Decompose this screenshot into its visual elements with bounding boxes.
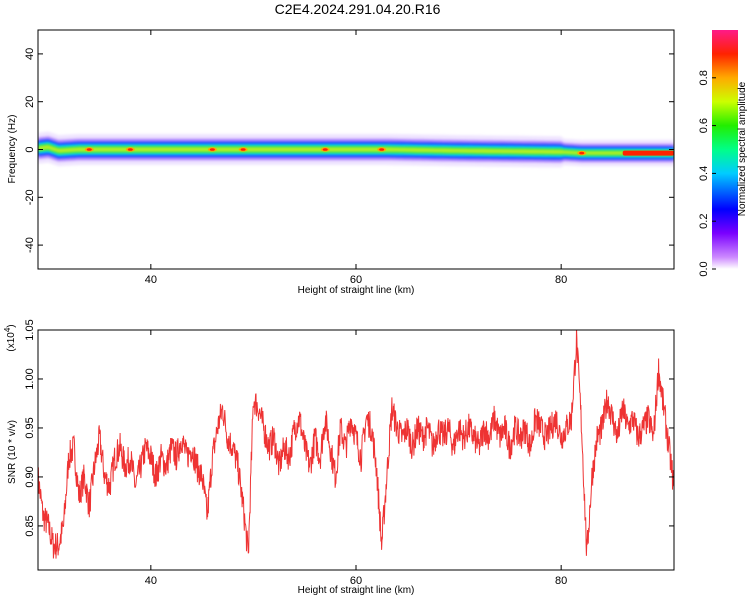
bottom-x-tick-label: 40 [145,575,157,587]
spectrogram-peak [379,148,385,151]
svg-text:(x104): (x104) [3,324,17,351]
spectrogram-tail [622,150,674,156]
y-scale-note: (x104) [3,324,17,351]
colorbar-label: Normalized spectral amplitude [737,81,748,216]
spectrogram-peak [322,148,328,151]
top-x-tick-label: 60 [350,274,362,286]
top-y-tick-label: -40 [24,237,36,253]
chart-title: C2E4.2024.291.04.20.R16 [274,1,441,17]
top-y-tick-label: 40 [24,48,36,60]
bottom-x-axis-label: Height of straight line (km) [298,585,415,596]
top-x-axis-label: Height of straight line (km) [298,285,415,296]
top-y-axis-label: Frequency (Hz) [7,115,18,184]
y-scale-note-base: (x10 [6,332,17,352]
colorbar: 0.0 0.2 0.4 0.6 0.8 Normalized spectral ampl… [698,30,748,277]
colorbar-gradient [712,30,738,269]
spectrogram-peak [86,148,92,151]
y-scale-note-exp: 4 [3,327,12,332]
spectrogram-peak [240,148,246,151]
bottom-y-axis-label: SNR (10 * v/v) [7,420,18,484]
spectrogram-peak [127,148,133,151]
bottom-x-tick-label: 80 [555,575,567,587]
spectrogram-band-5 [38,145,674,155]
snr-panel: 40 60 80 0.85 0.90 0.95 1.00 1.05 Height of str… [3,319,675,596]
spectrogram-peak [579,151,585,155]
bottom-y-tick-label: 1.00 [24,368,36,389]
bottom-x-tick-label: 60 [350,575,362,587]
top-x-tick-label: 80 [555,274,567,286]
snr-series-line [38,330,674,559]
colorbar-tick-label: 0.4 [698,166,710,181]
top-y-tick-label: 20 [24,96,36,108]
colorbar-tick-label: 0.2 [698,214,710,229]
top-y-tick-label: 0 [24,146,36,152]
spectrogram-peak [209,148,215,151]
bottom-y-tick-label: 0.90 [24,466,36,487]
bottom-y-tick-label: 1.05 [24,319,36,340]
colorbar-tick-label: 0.0 [698,261,710,276]
spectrogram-panel: 40 60 80 40 20 0 -20 -40 Height of straight lin… [7,29,675,296]
top-x-tick-label: 40 [145,274,157,286]
top-y-tick-label: -20 [24,189,36,205]
bottom-y-tick-label: 0.95 [24,417,36,438]
colorbar-tick-label: 0.6 [698,118,710,133]
colorbar-tick-label: 0.8 [698,70,710,85]
bottom-y-tick-label: 0.85 [24,515,36,536]
spectrogram-heatmap [38,131,674,168]
